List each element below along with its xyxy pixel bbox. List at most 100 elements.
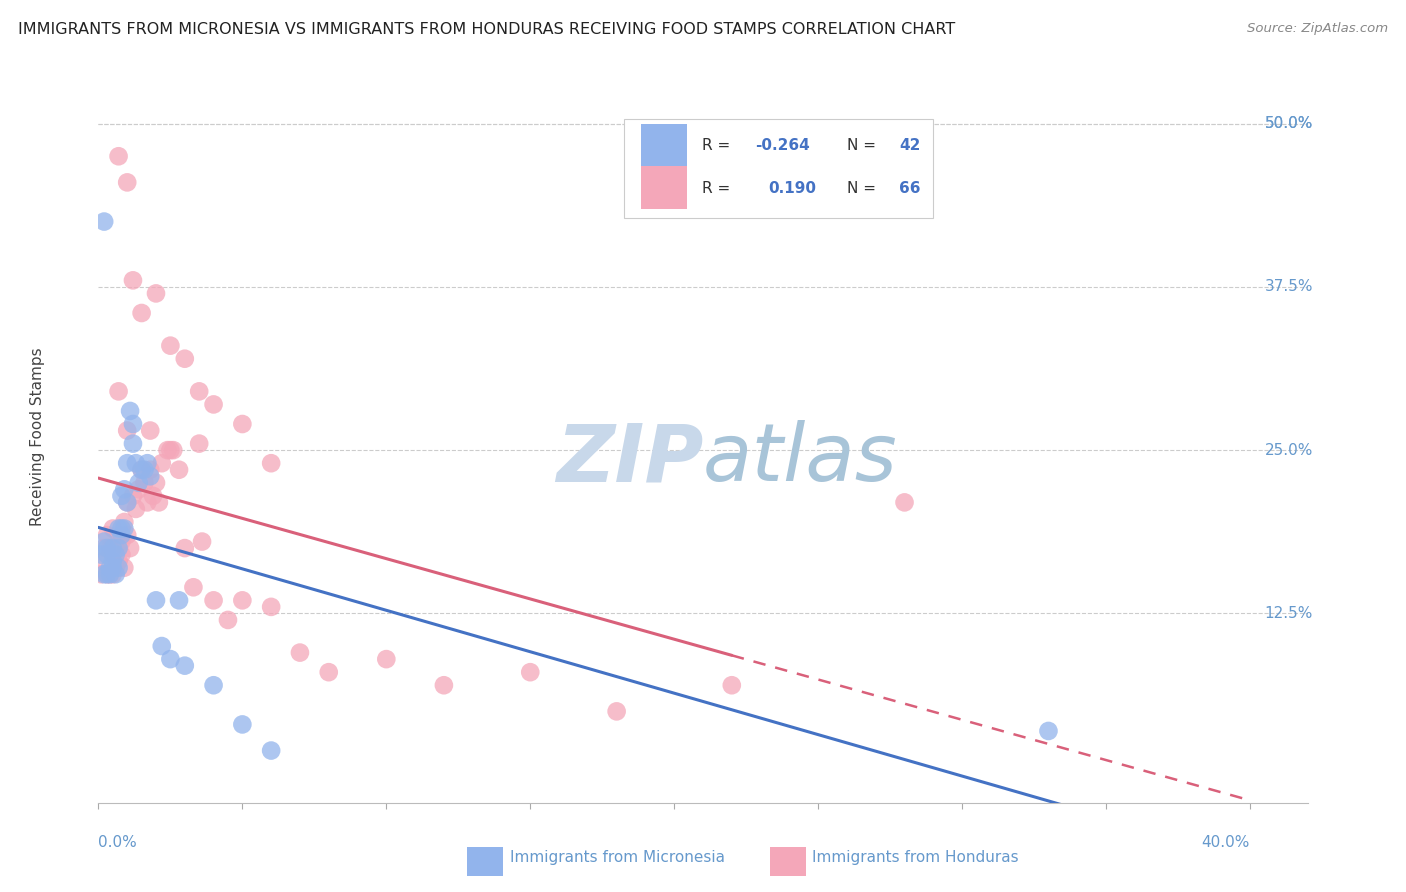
Point bbox=[202, 678, 225, 692]
Point bbox=[101, 567, 124, 582]
Point bbox=[231, 593, 253, 607]
Point bbox=[260, 456, 283, 470]
Point bbox=[173, 351, 195, 366]
Text: N =: N = bbox=[846, 138, 880, 153]
Text: N =: N = bbox=[846, 181, 880, 196]
Point bbox=[136, 456, 159, 470]
FancyBboxPatch shape bbox=[641, 124, 688, 167]
Point bbox=[128, 475, 150, 490]
Point bbox=[107, 541, 129, 555]
Text: atlas: atlas bbox=[703, 420, 898, 498]
Point bbox=[107, 149, 129, 163]
Point bbox=[101, 560, 124, 574]
Point bbox=[217, 613, 239, 627]
Point bbox=[142, 489, 165, 503]
Point bbox=[318, 665, 340, 680]
Point bbox=[134, 463, 156, 477]
Point bbox=[112, 521, 135, 535]
Point bbox=[101, 554, 124, 568]
Point bbox=[145, 593, 167, 607]
Point bbox=[101, 521, 124, 535]
Point bbox=[1038, 723, 1060, 738]
Point bbox=[110, 534, 132, 549]
Point bbox=[131, 463, 153, 477]
Point bbox=[110, 521, 132, 535]
Text: 37.5%: 37.5% bbox=[1264, 279, 1313, 294]
Point bbox=[139, 469, 162, 483]
Point bbox=[107, 528, 129, 542]
FancyBboxPatch shape bbox=[641, 167, 688, 209]
Point bbox=[112, 483, 135, 497]
Point bbox=[107, 554, 129, 568]
Point bbox=[167, 593, 190, 607]
Point bbox=[120, 404, 142, 418]
Point bbox=[125, 456, 148, 470]
Point bbox=[375, 652, 398, 666]
Point bbox=[115, 495, 138, 509]
Point bbox=[115, 424, 138, 438]
Text: R =: R = bbox=[702, 181, 740, 196]
Point bbox=[112, 560, 135, 574]
Point bbox=[96, 567, 118, 582]
Point bbox=[183, 580, 205, 594]
Point bbox=[136, 495, 159, 509]
Point bbox=[110, 528, 132, 542]
Point bbox=[96, 567, 118, 582]
Point bbox=[173, 658, 195, 673]
Point bbox=[120, 541, 142, 555]
Text: 0.0%: 0.0% bbox=[98, 836, 138, 850]
Point bbox=[173, 541, 195, 555]
Point bbox=[98, 560, 121, 574]
Text: 66: 66 bbox=[898, 181, 921, 196]
Point bbox=[93, 554, 115, 568]
Point bbox=[110, 548, 132, 562]
Text: 50.0%: 50.0% bbox=[1264, 116, 1313, 131]
Point bbox=[122, 489, 145, 503]
Point bbox=[101, 541, 124, 555]
Text: 42: 42 bbox=[898, 138, 921, 153]
Point bbox=[145, 475, 167, 490]
FancyBboxPatch shape bbox=[624, 119, 932, 218]
Text: 25.0%: 25.0% bbox=[1264, 442, 1313, 458]
Point bbox=[104, 567, 127, 582]
Point bbox=[202, 397, 225, 411]
Point bbox=[110, 489, 132, 503]
Point bbox=[606, 705, 628, 719]
Point bbox=[433, 678, 456, 692]
Text: 50.0%: 50.0% bbox=[1264, 116, 1313, 131]
Point bbox=[159, 652, 181, 666]
Point bbox=[107, 560, 129, 574]
Text: ZIP: ZIP bbox=[555, 420, 703, 498]
Point bbox=[93, 541, 115, 555]
Point bbox=[93, 534, 115, 549]
Point bbox=[98, 567, 121, 582]
Text: Immigrants from Honduras: Immigrants from Honduras bbox=[811, 850, 1018, 865]
Text: Receiving Food Stamps: Receiving Food Stamps bbox=[31, 348, 45, 526]
Point bbox=[188, 436, 211, 450]
Point bbox=[104, 548, 127, 562]
Point bbox=[96, 541, 118, 555]
Point bbox=[115, 495, 138, 509]
Point bbox=[112, 515, 135, 529]
Text: Source: ZipAtlas.com: Source: ZipAtlas.com bbox=[1247, 22, 1388, 36]
Point bbox=[148, 495, 170, 509]
Point bbox=[288, 646, 311, 660]
Point bbox=[159, 339, 181, 353]
FancyBboxPatch shape bbox=[769, 847, 806, 876]
Point bbox=[122, 273, 145, 287]
Point bbox=[107, 384, 129, 399]
Point bbox=[159, 443, 181, 458]
Point bbox=[893, 495, 915, 509]
Point bbox=[188, 384, 211, 399]
Point bbox=[231, 717, 253, 731]
Point bbox=[139, 424, 162, 438]
Point bbox=[128, 483, 150, 497]
Point bbox=[720, 678, 742, 692]
Point bbox=[96, 548, 118, 562]
Point bbox=[93, 567, 115, 582]
Text: Immigrants from Micronesia: Immigrants from Micronesia bbox=[509, 850, 724, 865]
Point bbox=[260, 743, 283, 757]
Text: -0.264: -0.264 bbox=[755, 138, 810, 153]
Point bbox=[115, 456, 138, 470]
Point bbox=[90, 567, 112, 582]
